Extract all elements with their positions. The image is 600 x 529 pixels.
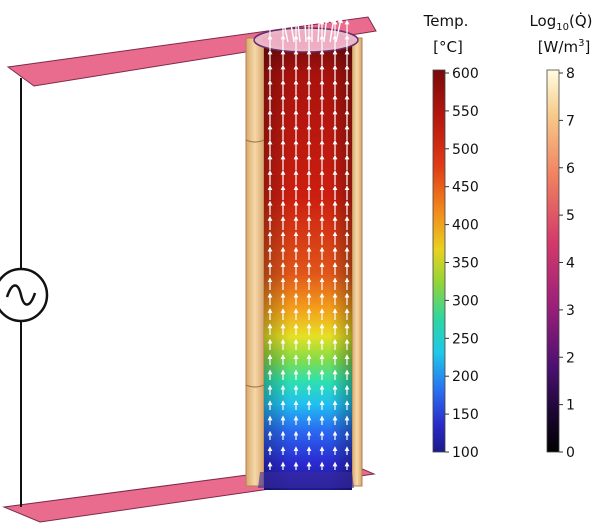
temperature-tick-label: 400 — [452, 218, 479, 234]
temperature-tick-label: 100 — [452, 445, 479, 461]
temperature-tick-label: 300 — [452, 293, 479, 309]
heat-tick-label: 0 — [566, 445, 575, 461]
heat-tick-label: 8 — [566, 66, 575, 82]
flux-arrow — [302, 17, 308, 43]
flux-arrow — [281, 17, 289, 43]
temperature-legend: Temp. [°C] 600 550 500 450 400 350 300 250 200 15… — [423, 12, 479, 461]
heat-colorbar — [546, 69, 560, 453]
temperature-legend-title: Temp. — [423, 12, 469, 30]
temperature-tick-label: 550 — [452, 104, 479, 120]
temperature-colorbar — [432, 69, 446, 453]
heat-tick-label: 7 — [566, 113, 575, 129]
heat-tick-label: 2 — [566, 350, 575, 366]
temperature-tick-label: 250 — [452, 331, 479, 347]
temperature-tick-label: 350 — [452, 256, 479, 272]
heat-tick-label: 4 — [566, 256, 575, 272]
flux-arrow — [295, 17, 301, 43]
heat-tick-label: 5 — [566, 208, 575, 224]
temperature-legend-unit: [°C] — [433, 38, 463, 56]
flux-arrow — [288, 17, 295, 43]
temperature-tick-label: 450 — [452, 180, 479, 196]
heat-tick-label: 3 — [566, 303, 575, 319]
flux-arrow — [323, 17, 329, 43]
ac-voltage-source-icon — [0, 267, 49, 323]
temperature-tick-label: 200 — [452, 369, 479, 385]
heat-legend-title: Log10(Q̇) — [529, 11, 592, 33]
flux-arrow — [335, 17, 343, 43]
temperature-tick-label: 500 — [452, 142, 479, 158]
temperature-tick-label: 600 — [452, 66, 479, 82]
flux-arrow — [316, 17, 322, 43]
heat-tick-label: 6 — [566, 161, 575, 177]
heat-legend-unit: [W/m3] — [538, 38, 591, 56]
heat-tick-label: 1 — [566, 398, 575, 414]
temperature-tick-label: 150 — [452, 407, 479, 423]
heat-flux-arrows — [267, 17, 350, 470]
flux-arrow — [329, 17, 336, 43]
heat-legend: Log10(Q̇) [W/m3] 8 7 6 5 4 3 2 1 0 — [529, 11, 592, 461]
